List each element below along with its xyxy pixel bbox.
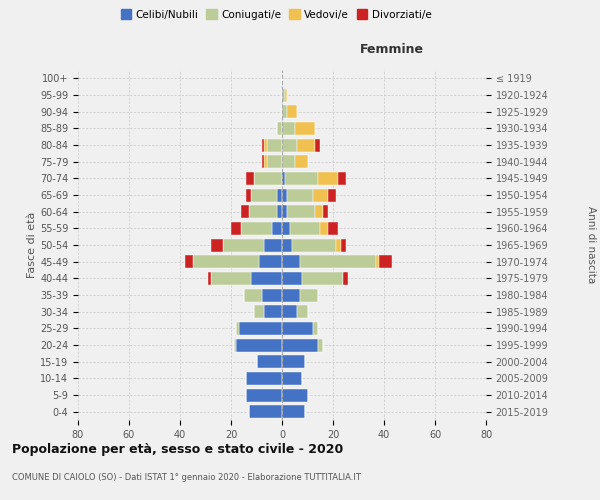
Bar	[318, 338, 323, 351]
Bar	[282, 222, 290, 235]
Bar	[282, 188, 287, 202]
Bar	[282, 355, 305, 368]
Bar	[277, 122, 282, 135]
Legend: Celibi/Nubili, Coniugati/e, Vedovi/e, Divorziati/e: Celibi/Nubili, Coniugati/e, Vedovi/e, Di…	[116, 5, 436, 24]
Bar	[208, 272, 211, 285]
Bar	[264, 305, 282, 318]
Bar	[300, 255, 376, 268]
Text: Popolazione per età, sesso e stato civile - 2020: Popolazione per età, sesso e stato civil…	[12, 442, 343, 456]
Bar	[251, 272, 282, 285]
Bar	[254, 172, 282, 185]
Bar	[262, 138, 264, 151]
Bar	[290, 222, 320, 235]
Bar	[298, 305, 308, 318]
Bar	[287, 205, 315, 218]
Bar	[264, 138, 267, 151]
Bar	[247, 388, 282, 402]
Bar	[249, 405, 282, 418]
Bar	[282, 405, 305, 418]
Bar	[211, 272, 251, 285]
Bar	[313, 322, 318, 335]
Bar	[376, 255, 379, 268]
Bar	[282, 255, 300, 268]
Text: COMUNE DI CAIOLO (SO) - Dati ISTAT 1° gennaio 2020 - Elaborazione TUTTITALIA.IT: COMUNE DI CAIOLO (SO) - Dati ISTAT 1° ge…	[12, 472, 361, 482]
Bar	[193, 255, 259, 268]
Bar	[282, 388, 308, 402]
Bar	[282, 138, 298, 151]
Bar	[282, 238, 292, 252]
Bar	[292, 238, 335, 252]
Bar	[233, 338, 236, 351]
Bar	[236, 322, 239, 335]
Bar	[241, 222, 272, 235]
Bar	[323, 205, 328, 218]
Bar	[287, 105, 298, 118]
Bar	[282, 288, 300, 302]
Text: Anni di nascita: Anni di nascita	[586, 206, 596, 284]
Bar	[338, 172, 346, 185]
Bar	[282, 372, 302, 385]
Bar	[318, 172, 338, 185]
Bar	[282, 205, 287, 218]
Bar	[287, 188, 313, 202]
Bar	[236, 338, 282, 351]
Bar	[251, 188, 277, 202]
Bar	[335, 238, 341, 252]
Bar	[282, 88, 284, 102]
Y-axis label: Fasce di età: Fasce di età	[27, 212, 37, 278]
Bar	[328, 222, 338, 235]
Bar	[315, 138, 320, 151]
Bar	[282, 122, 295, 135]
Bar	[259, 255, 282, 268]
Bar	[282, 338, 318, 351]
Bar	[300, 288, 318, 302]
Bar	[239, 322, 282, 335]
Bar	[254, 305, 264, 318]
Bar	[277, 188, 282, 202]
Bar	[211, 238, 223, 252]
Bar	[277, 205, 282, 218]
Bar	[284, 172, 318, 185]
Bar	[244, 288, 262, 302]
Bar	[282, 322, 313, 335]
Bar	[264, 155, 267, 168]
Bar	[282, 305, 298, 318]
Bar	[302, 272, 343, 285]
Bar	[249, 205, 277, 218]
Bar	[284, 88, 287, 102]
Bar	[247, 188, 251, 202]
Bar	[341, 238, 346, 252]
Bar	[185, 255, 193, 268]
Bar	[272, 222, 282, 235]
Bar	[295, 122, 315, 135]
Bar	[241, 205, 249, 218]
Bar	[328, 188, 335, 202]
Bar	[295, 155, 308, 168]
Bar	[282, 105, 287, 118]
Bar	[379, 255, 392, 268]
Bar	[267, 138, 282, 151]
Bar	[231, 222, 241, 235]
Bar	[298, 138, 315, 151]
Bar	[264, 238, 282, 252]
Bar	[282, 172, 284, 185]
Bar	[315, 205, 323, 218]
Bar	[320, 222, 328, 235]
Bar	[257, 355, 282, 368]
Bar	[262, 155, 264, 168]
Bar	[313, 188, 328, 202]
Bar	[282, 155, 295, 168]
Bar	[262, 288, 282, 302]
Bar	[282, 272, 302, 285]
Bar	[343, 272, 349, 285]
Bar	[267, 155, 282, 168]
Bar	[247, 172, 254, 185]
Bar	[247, 372, 282, 385]
Bar	[223, 238, 264, 252]
Text: Femmine: Femmine	[360, 43, 424, 56]
